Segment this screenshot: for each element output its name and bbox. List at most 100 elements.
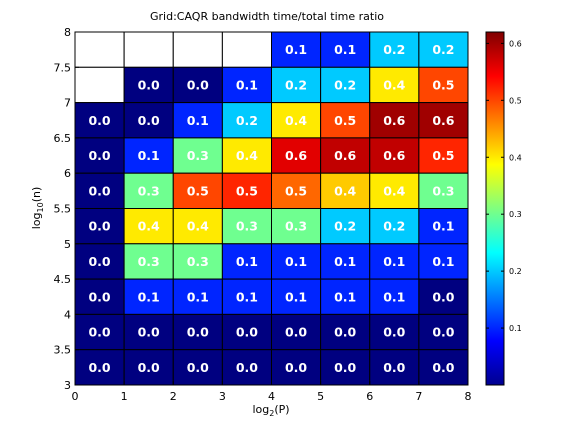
heatmap-cell bbox=[418, 278, 469, 315]
heatmap-cell bbox=[271, 313, 322, 351]
heatmap-cell bbox=[123, 278, 174, 315]
heatmap-cell bbox=[123, 313, 174, 351]
y-axis-label: log10(n) bbox=[30, 187, 45, 230]
cell-value-label: 0.1 bbox=[138, 289, 160, 304]
heatmap-cell bbox=[320, 102, 371, 139]
cell-value-label: 0.0 bbox=[432, 325, 454, 340]
colorbar-tick-label: 0.3 bbox=[509, 210, 522, 219]
cell-value-label: 0.1 bbox=[236, 77, 258, 92]
cell-value-label: 0.1 bbox=[383, 254, 405, 269]
x-tick-label: 2 bbox=[170, 390, 177, 403]
x-axis-ticks: 0 1 2 3 4 5 6 7 8 bbox=[72, 381, 472, 403]
cell-value-label: 0.2 bbox=[334, 77, 356, 92]
cell-value-label: 0.1 bbox=[187, 113, 209, 128]
cell-value-label: 0.0 bbox=[88, 148, 110, 163]
x-tick-label: 7 bbox=[415, 390, 422, 403]
cell-value-label: 0.1 bbox=[334, 42, 356, 57]
cell-value-label: 0.0 bbox=[88, 113, 110, 128]
cell-value-label: 0.0 bbox=[138, 325, 160, 340]
heatmap-cell bbox=[74, 66, 125, 104]
cell-value-label: 0.1 bbox=[432, 254, 454, 269]
heatmap-cell bbox=[74, 349, 125, 386]
cell-value-label: 0.2 bbox=[285, 77, 307, 92]
cell-value-label: 0.6 bbox=[383, 148, 405, 163]
cell-value-label: 0.2 bbox=[432, 42, 454, 57]
x-axis-label-subscript: 2 bbox=[269, 409, 274, 418]
heatmap-cell bbox=[369, 349, 420, 386]
heatmap-cell bbox=[320, 349, 371, 386]
y-tick-label: 6.5 bbox=[54, 132, 72, 145]
heatmap-cell bbox=[123, 208, 174, 245]
y-tick-label: 7.5 bbox=[54, 61, 72, 74]
cell-value-label: 0.4 bbox=[187, 219, 209, 234]
heatmap-cell bbox=[172, 102, 223, 139]
cell-value-label: 0.2 bbox=[334, 219, 356, 234]
cell-value-label: 0.3 bbox=[236, 219, 258, 234]
cell-value-label: 0.0 bbox=[88, 360, 110, 375]
colorbar-tick-label: 0.2 bbox=[509, 267, 522, 276]
y-tick-label: 5 bbox=[64, 238, 71, 251]
heatmap-cell bbox=[271, 349, 322, 386]
cell-value-label: 0.1 bbox=[432, 219, 454, 234]
heatmap-cell bbox=[172, 349, 223, 386]
cell-value-label: 0.1 bbox=[285, 42, 307, 57]
cell-value-label: 0.0 bbox=[334, 360, 356, 375]
heatmap-cell bbox=[418, 137, 469, 174]
heatmap-cell bbox=[221, 243, 272, 280]
y-tick-label: 4.5 bbox=[54, 273, 72, 286]
cell-value-label: 0.5 bbox=[334, 113, 356, 128]
cell-value-label: 0.0 bbox=[88, 325, 110, 340]
heatmap-cell bbox=[172, 278, 223, 315]
heatmap-cell bbox=[221, 31, 272, 68]
cell-value-label: 0.6 bbox=[334, 148, 356, 163]
heatmap-cell bbox=[123, 172, 174, 209]
colorbar-tick-label: 0.4 bbox=[509, 153, 522, 162]
colorbar-ticks: 0.1 0.2 0.3 0.4 0.5 0.6 bbox=[486, 39, 522, 333]
x-tick-label: 1 bbox=[121, 390, 128, 403]
cell-value-label: 0.0 bbox=[138, 360, 160, 375]
cell-value-label: 0.5 bbox=[432, 77, 454, 92]
heatmap-cell bbox=[123, 349, 174, 386]
heatmap-cell bbox=[172, 243, 223, 280]
heatmap-cell bbox=[123, 137, 174, 174]
y-axis-label-subscript: 10 bbox=[36, 202, 45, 212]
heatmap-cell bbox=[271, 102, 322, 139]
heatmap-cell bbox=[74, 208, 125, 245]
cell-value-label: 0.4 bbox=[334, 183, 356, 198]
heatmap-cell bbox=[271, 278, 322, 315]
cell-value-label: 0.1 bbox=[285, 254, 307, 269]
heatmap-cell bbox=[123, 31, 174, 68]
cell-value-label: 0.0 bbox=[138, 113, 160, 128]
heatmap-cell bbox=[221, 172, 272, 209]
cell-value-label: 0.3 bbox=[285, 219, 307, 234]
heatmap-cell bbox=[74, 102, 125, 139]
colorbar-tick-label: 0.6 bbox=[509, 39, 522, 48]
cell-value-label: 0.4 bbox=[236, 148, 258, 163]
heatmap-cell bbox=[74, 172, 125, 209]
heatmap-cell bbox=[369, 208, 420, 245]
cell-value-label: 0.0 bbox=[334, 325, 356, 340]
cell-value-label: 0.0 bbox=[432, 289, 454, 304]
cell-value-label: 0.0 bbox=[187, 325, 209, 340]
cell-value-label: 0.0 bbox=[88, 183, 110, 198]
cell-value-label: 0.1 bbox=[285, 289, 307, 304]
heatmap-cell bbox=[369, 243, 420, 280]
heatmap-cell bbox=[172, 137, 223, 174]
cell-value-label: 0.0 bbox=[187, 77, 209, 92]
cell-value-label: 0.4 bbox=[383, 77, 405, 92]
heatmap-cell bbox=[369, 313, 420, 351]
heatmap-cell bbox=[418, 349, 469, 386]
cell-value-label: 0.1 bbox=[236, 289, 258, 304]
colorbar-tick-label: 0.1 bbox=[509, 324, 522, 333]
cell-value-label: 0.3 bbox=[138, 254, 160, 269]
cell-value-label: 0.6 bbox=[383, 113, 405, 128]
chart-title: Grid:CAQR bandwidth time/total time rati… bbox=[150, 10, 384, 23]
cell-value-label: 0.0 bbox=[383, 325, 405, 340]
y-axis-label-rest: (n) bbox=[30, 187, 43, 203]
cell-value-label: 0.1 bbox=[138, 148, 160, 163]
cell-value-label: 0.0 bbox=[187, 360, 209, 375]
cell-value-label: 0.1 bbox=[334, 289, 356, 304]
heatmap-cell bbox=[369, 102, 420, 139]
cell-value-label: 0.3 bbox=[187, 148, 209, 163]
